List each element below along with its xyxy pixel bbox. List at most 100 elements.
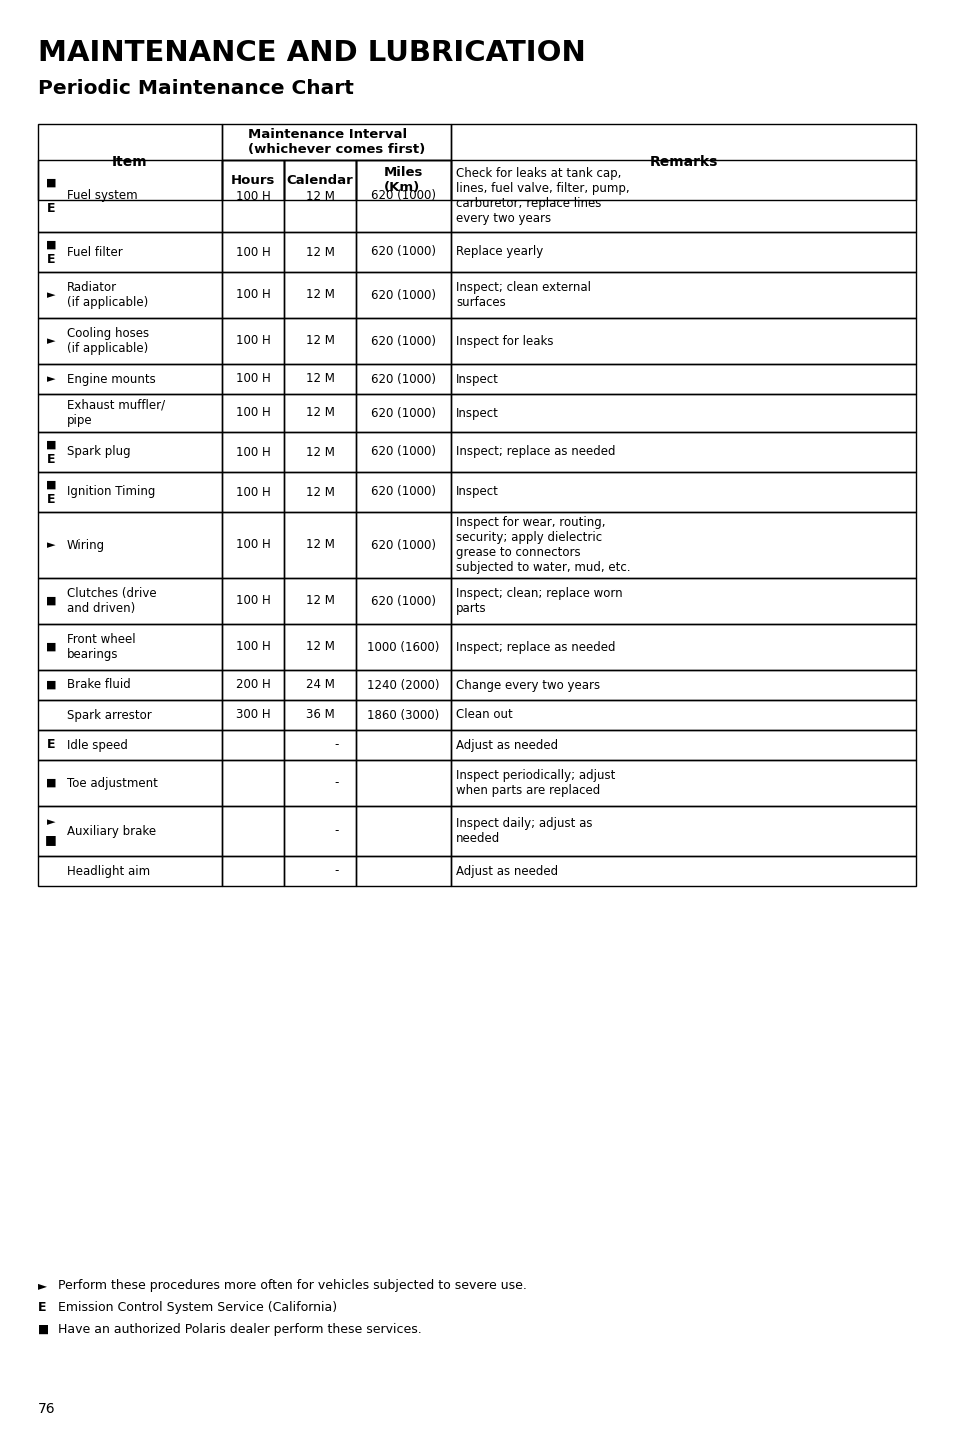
- Text: Remarks: Remarks: [649, 156, 717, 169]
- Bar: [451, 579, 915, 624]
- Bar: [222, 272, 284, 318]
- Text: 12 M: 12 M: [305, 595, 335, 608]
- Bar: [222, 579, 284, 624]
- Text: 1860 (3000): 1860 (3000): [367, 708, 439, 721]
- Bar: [222, 432, 284, 473]
- Bar: [355, 432, 451, 473]
- Text: Change every two years: Change every two years: [456, 679, 599, 692]
- Text: Radiator
(if applicable): Radiator (if applicable): [67, 281, 148, 310]
- Bar: [222, 806, 284, 856]
- Bar: [38, 579, 222, 624]
- Bar: [355, 760, 451, 806]
- Bar: [451, 160, 915, 233]
- Text: Inspect daily; adjust as
needed: Inspect daily; adjust as needed: [456, 817, 592, 845]
- Text: ■: ■: [38, 1323, 49, 1336]
- Text: ■: ■: [46, 680, 56, 691]
- Bar: [222, 856, 284, 885]
- Text: E: E: [47, 739, 55, 752]
- Text: 620 (1000): 620 (1000): [371, 372, 436, 385]
- Bar: [38, 432, 222, 473]
- Bar: [284, 272, 355, 318]
- Text: 100 H: 100 H: [235, 288, 270, 301]
- Text: -: -: [334, 776, 338, 790]
- Text: 100 H: 100 H: [235, 445, 270, 458]
- Text: Adjust as needed: Adjust as needed: [456, 865, 558, 878]
- Bar: [284, 432, 355, 473]
- Text: 620 (1000): 620 (1000): [371, 246, 436, 259]
- Text: ►: ►: [47, 539, 55, 550]
- Text: 620 (1000): 620 (1000): [371, 288, 436, 301]
- Bar: [355, 473, 451, 512]
- Bar: [38, 624, 222, 670]
- Text: Clean out: Clean out: [456, 708, 512, 721]
- Text: Clutches (drive
and driven): Clutches (drive and driven): [67, 587, 156, 615]
- Text: E: E: [38, 1301, 47, 1314]
- Text: 620 (1000): 620 (1000): [371, 538, 436, 551]
- Text: Toe adjustment: Toe adjustment: [67, 776, 157, 790]
- Bar: [222, 124, 451, 160]
- Text: ■: ■: [46, 480, 56, 490]
- Bar: [284, 233, 355, 272]
- Bar: [355, 579, 451, 624]
- Bar: [38, 318, 222, 364]
- Text: 12 M: 12 M: [305, 445, 335, 458]
- Text: ►: ►: [47, 289, 55, 300]
- Text: E: E: [47, 253, 55, 266]
- Text: Inspect; clean; replace worn
parts: Inspect; clean; replace worn parts: [456, 587, 622, 615]
- Bar: [222, 512, 284, 579]
- Bar: [284, 806, 355, 856]
- Text: ►: ►: [47, 336, 55, 346]
- Text: 620 (1000): 620 (1000): [371, 445, 436, 458]
- Text: -: -: [334, 824, 338, 838]
- Text: Check for leaks at tank cap,
lines, fuel valve, filter, pump,
carburetor; replac: Check for leaks at tank cap, lines, fuel…: [456, 167, 629, 225]
- Text: Maintenance Interval
(whichever comes first): Maintenance Interval (whichever comes fi…: [248, 128, 425, 156]
- Bar: [222, 233, 284, 272]
- Bar: [355, 512, 451, 579]
- Bar: [222, 730, 284, 760]
- Text: 100 H: 100 H: [235, 641, 270, 653]
- Bar: [451, 124, 915, 201]
- Text: Fuel filter: Fuel filter: [67, 246, 123, 259]
- Bar: [222, 160, 284, 201]
- Text: 100 H: 100 H: [235, 334, 270, 348]
- Bar: [284, 670, 355, 699]
- Bar: [222, 364, 284, 394]
- Text: E: E: [47, 202, 55, 215]
- Bar: [284, 473, 355, 512]
- Text: ■: ■: [46, 177, 56, 188]
- Text: 100 H: 100 H: [235, 595, 270, 608]
- Text: 1000 (1600): 1000 (1600): [367, 641, 439, 653]
- Text: Inspect: Inspect: [456, 372, 498, 385]
- Bar: [355, 730, 451, 760]
- Text: Periodic Maintenance Chart: Periodic Maintenance Chart: [38, 79, 354, 97]
- Bar: [451, 394, 915, 432]
- Bar: [451, 432, 915, 473]
- Bar: [38, 160, 222, 233]
- Text: 12 M: 12 M: [305, 486, 335, 499]
- Bar: [284, 579, 355, 624]
- Text: 620 (1000): 620 (1000): [371, 486, 436, 499]
- Bar: [451, 624, 915, 670]
- Bar: [284, 624, 355, 670]
- Bar: [451, 730, 915, 760]
- Text: Inspect; replace as needed: Inspect; replace as needed: [456, 641, 615, 653]
- Bar: [38, 806, 222, 856]
- Text: ►: ►: [47, 817, 55, 827]
- Text: 620 (1000): 620 (1000): [371, 189, 436, 202]
- Text: Cooling hoses
(if applicable): Cooling hoses (if applicable): [67, 327, 149, 355]
- Bar: [451, 856, 915, 885]
- Text: 100 H: 100 H: [235, 189, 270, 202]
- Bar: [222, 624, 284, 670]
- Bar: [355, 318, 451, 364]
- Bar: [38, 699, 222, 730]
- Text: MAINTENANCE AND LUBRICATION: MAINTENANCE AND LUBRICATION: [38, 39, 585, 67]
- Bar: [38, 394, 222, 432]
- Bar: [355, 699, 451, 730]
- Text: 12 M: 12 M: [305, 246, 335, 259]
- Bar: [355, 856, 451, 885]
- Bar: [355, 806, 451, 856]
- Bar: [355, 160, 451, 201]
- Text: 12 M: 12 M: [305, 334, 335, 348]
- Bar: [451, 233, 915, 272]
- Text: 12 M: 12 M: [305, 372, 335, 385]
